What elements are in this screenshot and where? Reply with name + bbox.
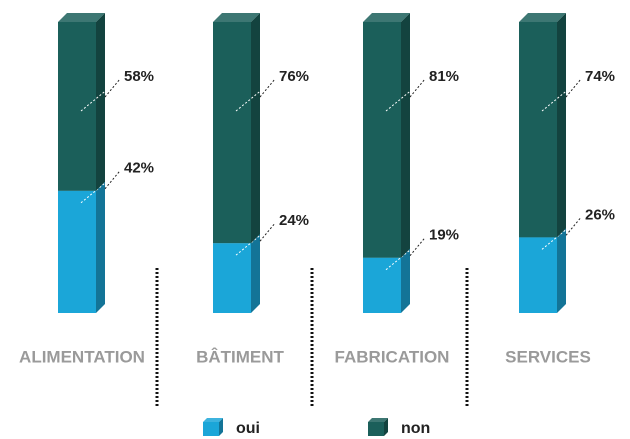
bar-front	[519, 237, 557, 313]
leader-line	[235, 78, 276, 112]
leader-line	[385, 78, 426, 112]
bar-top	[519, 13, 566, 22]
data-label: 19%	[429, 227, 459, 244]
bar-segment	[363, 13, 410, 258]
bar-segment	[213, 234, 260, 313]
bar-segment	[519, 13, 566, 238]
data-label: 76%	[279, 68, 309, 85]
leader-line	[259, 222, 276, 242]
bar-front	[363, 22, 401, 258]
category-label: FABRICATION	[335, 347, 450, 366]
leader-line	[104, 170, 121, 190]
bar-front	[58, 190, 96, 313]
data-label: 24%	[279, 212, 309, 229]
bar-front	[213, 243, 251, 313]
bar-top	[363, 13, 410, 22]
leader-line	[104, 78, 121, 98]
separators	[155, 268, 469, 406]
data-label: 58%	[124, 68, 154, 85]
bar-side	[557, 13, 566, 238]
bar-side	[96, 13, 105, 191]
bar-front	[363, 257, 401, 313]
leader-line	[565, 217, 582, 236]
bar-front	[213, 22, 251, 244]
leader-line	[541, 216, 582, 250]
bar-segment	[519, 228, 566, 313]
bar-front	[519, 22, 557, 238]
legend-swatch-top	[368, 418, 388, 422]
bar-segment	[58, 13, 105, 191]
legend-swatch	[368, 422, 384, 436]
bar-side	[401, 248, 410, 313]
data-label: 42%	[124, 160, 154, 177]
bar-side	[401, 13, 410, 258]
data-label: 74%	[585, 68, 615, 85]
leader-line	[409, 237, 426, 257]
leader-line	[541, 78, 582, 112]
leader-line	[80, 78, 121, 112]
legend-label: non	[401, 420, 430, 437]
bar-side	[96, 181, 105, 313]
category-label: BÂTIMENT	[196, 347, 284, 366]
leader-line	[259, 78, 276, 98]
category-label: SERVICES	[505, 347, 591, 366]
bar-top	[58, 13, 105, 22]
legend-swatch-side	[219, 418, 223, 436]
data-label: 81%	[429, 68, 459, 85]
legend-swatch-side	[384, 418, 388, 436]
legend-swatch	[203, 422, 219, 436]
legend-swatch-top	[203, 418, 223, 422]
leader-line	[385, 237, 426, 271]
leader-line	[409, 78, 426, 98]
leader-line	[235, 222, 276, 256]
bar-front	[58, 22, 96, 191]
legend-label: oui	[236, 420, 260, 437]
leader-line	[80, 170, 121, 204]
bar-side	[557, 228, 566, 313]
bar-segment	[363, 248, 410, 313]
category-label: ALIMENTATION	[19, 347, 145, 366]
leader-line	[565, 78, 582, 98]
bar-top	[213, 13, 260, 22]
bar-side	[251, 13, 260, 244]
bar-segment	[58, 181, 105, 313]
data-label: 26%	[585, 206, 615, 223]
bar-segment	[213, 13, 260, 244]
bar-side	[251, 234, 260, 313]
